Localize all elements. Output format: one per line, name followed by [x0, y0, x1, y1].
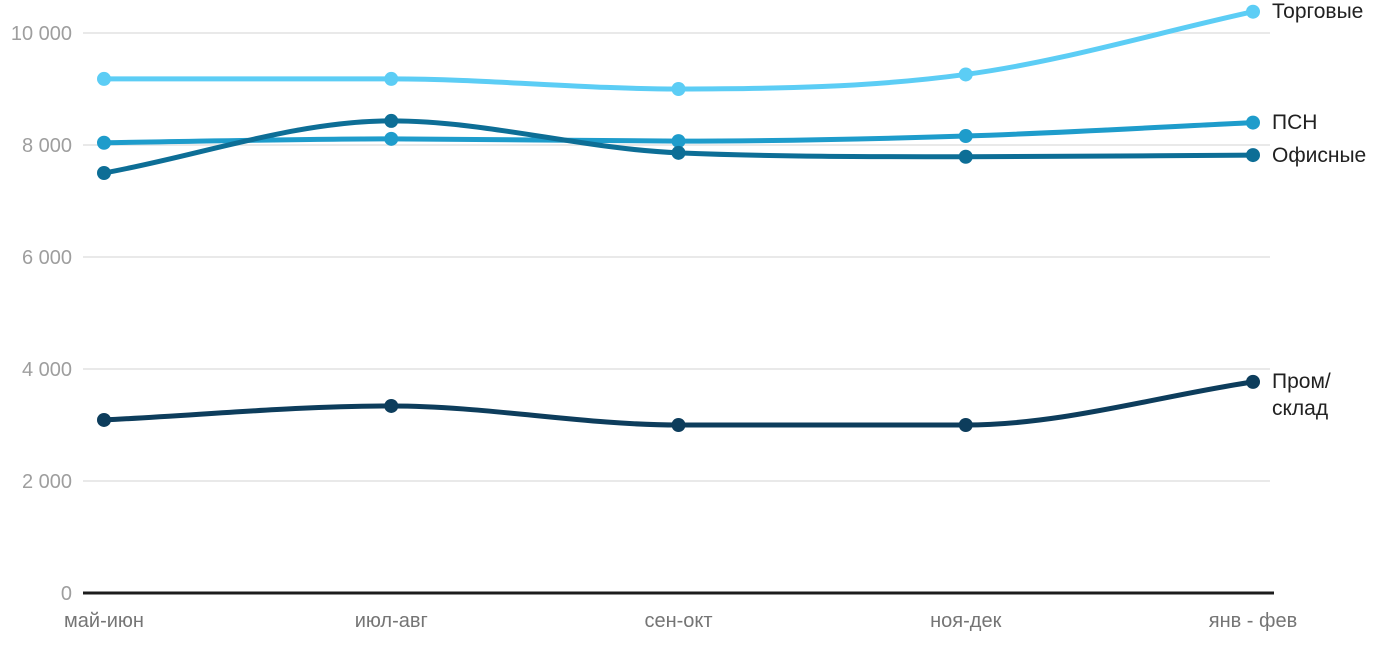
y-axis-tick-label: 2 000	[22, 471, 72, 493]
series-end-label-line: Торговые	[1272, 0, 1364, 24]
y-axis-tick-label: 8 000	[22, 135, 72, 157]
series-point-psn	[97, 135, 111, 150]
series-point-prom-sklad	[958, 418, 973, 432]
x-axis-tick-label: май-июн	[64, 610, 144, 632]
series-point-torgovye	[1246, 4, 1260, 19]
series-point-ofisnye	[1246, 148, 1260, 163]
x-axis-tick-label: сен-окт	[644, 610, 712, 632]
x-axis-tick-label: ноя-дек	[930, 610, 1001, 632]
y-axis-tick-label: 0	[61, 583, 72, 605]
series-end-label-ofisnye: Офисные	[1272, 142, 1366, 169]
series-point-prom-sklad	[671, 418, 686, 432]
y-axis-tick-label: 6 000	[22, 247, 72, 269]
series-point-ofisnye	[384, 113, 399, 128]
series-point-ofisnye	[671, 145, 686, 160]
series-point-psn	[958, 129, 973, 144]
series-point-prom-sklad	[97, 412, 111, 427]
series-end-label-line: Пром/	[1272, 370, 1331, 394]
series-point-psn	[1246, 115, 1260, 130]
series-end-label-line: Офисные	[1272, 143, 1367, 167]
series-point-prom-sklad	[1246, 374, 1260, 389]
series-point-ofisnye	[958, 149, 973, 164]
series-point-torgovye	[671, 82, 686, 96]
series-end-label-psn: ПСН	[1272, 109, 1317, 136]
series-end-label-line: склад	[1272, 397, 1329, 421]
series-end-label-prom-sklad: Пром/склад	[1272, 368, 1331, 422]
y-axis-tick-label: 10 000	[11, 23, 72, 45]
series-end-label-torgovye: Торговые	[1272, 0, 1363, 25]
series-line-torgovye	[101, 9, 1256, 92]
series-point-torgovye	[384, 71, 399, 86]
y-axis-tick-label: 4 000	[22, 359, 72, 381]
series-point-psn	[671, 134, 686, 149]
series-point-torgovye	[97, 71, 111, 86]
series-point-psn	[384, 131, 399, 146]
x-axis-tick-label: июл-авг	[355, 610, 428, 632]
x-axis-tick-label: янв - фев	[1209, 610, 1297, 632]
series-point-prom-sklad	[384, 398, 399, 413]
series-point-torgovye	[958, 67, 973, 82]
series-end-label-line: ПСН	[1272, 111, 1318, 135]
series-point-ofisnye	[97, 166, 111, 180]
